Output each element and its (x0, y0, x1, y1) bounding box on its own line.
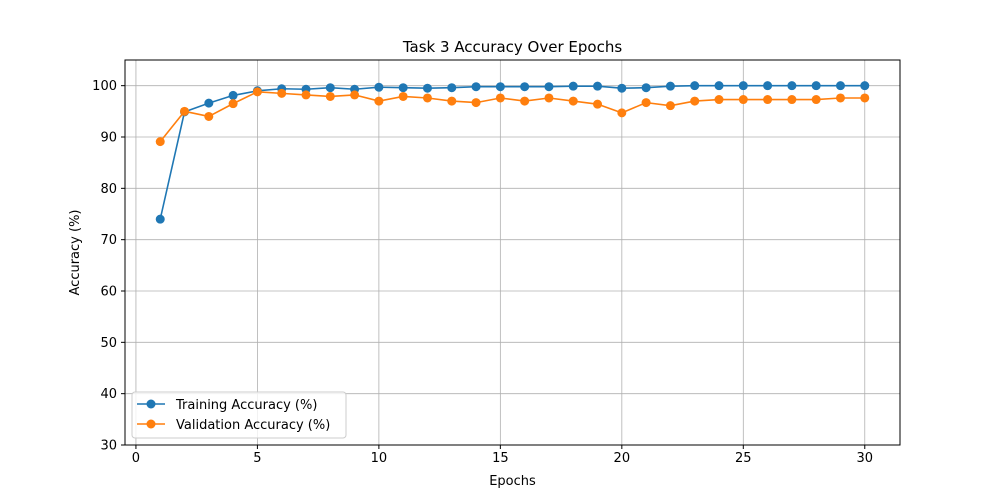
data-point-validation (568, 96, 578, 106)
data-point-training (325, 83, 335, 93)
data-point-training (568, 81, 578, 91)
legend-box (131, 391, 347, 439)
data-point-training (593, 81, 603, 91)
series-layer (155, 81, 870, 224)
data-point-training (690, 81, 700, 91)
legend: Training Accuracy (%) Validation Accurac… (131, 391, 347, 439)
data-point-training (665, 81, 675, 91)
legend-marker-validation (146, 419, 156, 429)
y-tick-label: 50 (100, 336, 117, 351)
x-tick-label: 0 (132, 451, 140, 466)
chart-title: Task 3 Accuracy Over Epochs (402, 38, 622, 56)
data-point-validation (690, 96, 700, 106)
axis-ticks: 0 5 10 15 20 25 30 30 40 50 60 70 80 90 100 (92, 79, 873, 466)
y-tick-label: 90 (100, 131, 117, 146)
data-point-validation (350, 90, 360, 100)
data-point-training (398, 83, 408, 93)
x-tick-label: 5 (253, 451, 261, 466)
data-point-validation (544, 93, 554, 103)
data-point-training (447, 83, 457, 93)
data-point-validation (763, 95, 773, 105)
y-axis-label: Accuracy (%) (68, 210, 83, 296)
data-point-training (495, 82, 505, 92)
data-point-training (471, 82, 481, 92)
data-point-validation (374, 96, 384, 106)
data-point-validation (228, 99, 238, 109)
data-point-validation (252, 87, 262, 97)
data-point-training (860, 81, 870, 91)
data-point-validation (471, 98, 481, 108)
data-point-validation (641, 98, 651, 108)
x-tick-label: 30 (856, 451, 873, 466)
data-point-training (835, 81, 845, 91)
x-tick-label: 10 (371, 451, 388, 466)
data-point-validation (520, 96, 530, 106)
x-axis-label: Epochs (489, 474, 536, 489)
data-point-training (544, 82, 554, 92)
series-validation (155, 87, 870, 147)
data-point-validation (738, 95, 748, 105)
data-point-validation (860, 93, 870, 103)
y-tick-label: 40 (100, 387, 117, 402)
x-tick-label: 25 (735, 451, 752, 466)
data-point-validation (665, 101, 675, 111)
y-tick-label: 100 (92, 79, 117, 94)
data-point-training (422, 83, 432, 93)
series-training (155, 81, 870, 224)
data-point-validation (180, 106, 190, 116)
data-point-validation (155, 137, 165, 147)
x-tick-label: 15 (492, 451, 509, 466)
data-point-training (641, 83, 651, 93)
data-point-training (520, 82, 530, 92)
data-point-validation (422, 93, 432, 103)
data-point-training (374, 82, 384, 92)
data-point-training (155, 214, 165, 224)
y-tick-label: 80 (100, 182, 117, 197)
data-point-validation (835, 93, 845, 103)
data-point-training (811, 81, 821, 91)
data-point-validation (398, 91, 408, 101)
legend-label-training: Training Accuracy (%) (175, 398, 317, 413)
legend-label-validation: Validation Accuracy (%) (176, 418, 330, 433)
data-point-validation (277, 88, 287, 98)
plot-area-frame (124, 59, 901, 446)
y-tick-label: 30 (100, 439, 117, 454)
data-point-validation (617, 108, 627, 118)
data-point-training (714, 81, 724, 91)
data-point-training (787, 81, 797, 91)
data-point-training (204, 98, 214, 108)
data-point-validation (204, 111, 214, 121)
data-point-training (763, 81, 773, 91)
data-point-validation (325, 91, 335, 101)
y-tick-label: 60 (100, 285, 117, 300)
data-point-training (228, 90, 238, 100)
data-point-validation (301, 90, 311, 100)
x-tick-label: 20 (614, 451, 631, 466)
data-point-validation (447, 96, 457, 106)
data-point-validation (593, 99, 603, 109)
data-point-validation (714, 95, 724, 105)
data-point-validation (811, 95, 821, 105)
data-point-validation (495, 93, 505, 103)
legend-marker-training (146, 399, 156, 409)
y-tick-label: 70 (100, 233, 117, 248)
data-point-training (738, 81, 748, 91)
data-point-validation (787, 95, 797, 105)
data-point-training (617, 83, 627, 93)
